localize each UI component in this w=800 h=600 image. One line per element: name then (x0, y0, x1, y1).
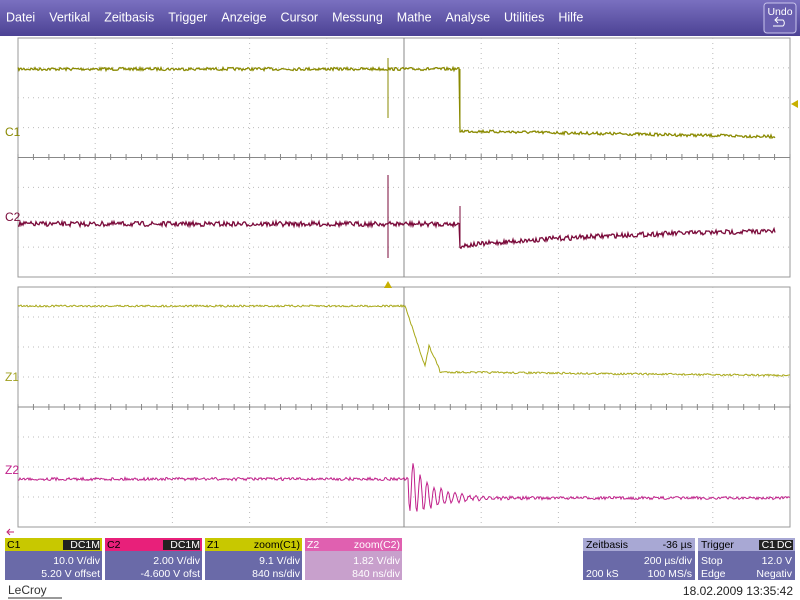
tag-bg (759, 540, 793, 550)
undo-label: Undo (767, 6, 792, 18)
menu-item[interactable]: Anzeige (221, 10, 266, 24)
menu-bar (0, 0, 800, 36)
trace-label: C1 (5, 125, 21, 139)
trigger-coupling: DC (777, 539, 793, 551)
channel-name: C1 (7, 539, 21, 551)
menu-item[interactable]: Datei (6, 10, 35, 24)
tag-bg (63, 540, 100, 550)
channel-tag: zoom(C1) (254, 539, 300, 551)
channel-scale: 1.82 V/div (353, 555, 400, 567)
tag-bg (163, 540, 200, 550)
trigger-slope: Negativ (756, 568, 792, 580)
trace-label: Z1 (5, 370, 19, 384)
channel-name: Z2 (307, 539, 319, 551)
waveform (18, 463, 791, 512)
waveform (18, 218, 776, 250)
menu-item[interactable]: Mathe (397, 10, 432, 24)
channel-offset: 5.20 V offset (41, 568, 100, 580)
waveform (17, 65, 776, 140)
waveform (17, 303, 791, 378)
scroll-marker (6, 528, 14, 536)
timebase-rate: 100 MS/s (648, 568, 692, 580)
menu-item[interactable]: Zeitbasis (104, 10, 154, 24)
menu-item[interactable]: Analyse (446, 10, 491, 24)
trigger-position-marker (384, 281, 392, 288)
grid (17, 38, 791, 527)
timebase-delay: -36 µs (663, 539, 692, 551)
channel-offset: -4.600 V ofst (140, 568, 200, 580)
undo-icon (773, 16, 785, 27)
trigger-source: C1 (762, 539, 776, 551)
trigger-title: Trigger (701, 539, 734, 551)
timebase-title: Zeitbasis (586, 539, 628, 551)
trace-label: Z2 (5, 463, 19, 477)
channel-header (305, 538, 402, 551)
channel-scale: 9.1 V/div (259, 555, 301, 567)
trigger-mode: Stop (701, 555, 723, 567)
menu-item[interactable]: Hilfe (558, 10, 583, 24)
channel-scale: 10.0 V/div (53, 555, 100, 567)
channel-tag: DC1M (70, 539, 100, 551)
trace-label: C2 (5, 210, 21, 224)
menu-item[interactable]: Cursor (281, 10, 319, 24)
trigger-level-marker (791, 100, 798, 108)
menu-item[interactable]: Trigger (168, 10, 207, 24)
menu-item[interactable]: Messung (332, 10, 383, 24)
timestamp: 18.02.2009 13:35:42 (683, 584, 793, 598)
timebase-header (583, 538, 695, 551)
channel-offset: 840 ns/div (352, 568, 401, 580)
channel-tag: zoom(C2) (354, 539, 400, 551)
channel-tag: DC1M (170, 539, 200, 551)
trigger-type: Edge (701, 568, 726, 580)
channel-scale: 2.00 V/div (153, 555, 200, 567)
timebase-samples: 200 kS (586, 568, 619, 580)
channel-header (205, 538, 302, 551)
trigger-level: 12.0 V (762, 555, 792, 567)
channel-name: Z1 (207, 539, 219, 551)
menu-item[interactable]: Utilities (504, 10, 544, 24)
channel-offset: 840 ns/div (252, 568, 301, 580)
channel-name: C2 (107, 539, 121, 551)
brand: LeCroy (8, 583, 47, 597)
traces (17, 58, 791, 512)
menu-item[interactable]: Vertikal (49, 10, 90, 24)
timebase-per-div: 200 µs/div (644, 555, 693, 567)
menu: Datei Vertikal Zeitbasis Trigger Anzeige Curs… (6, 10, 583, 24)
undo-button[interactable] (763, 2, 797, 34)
